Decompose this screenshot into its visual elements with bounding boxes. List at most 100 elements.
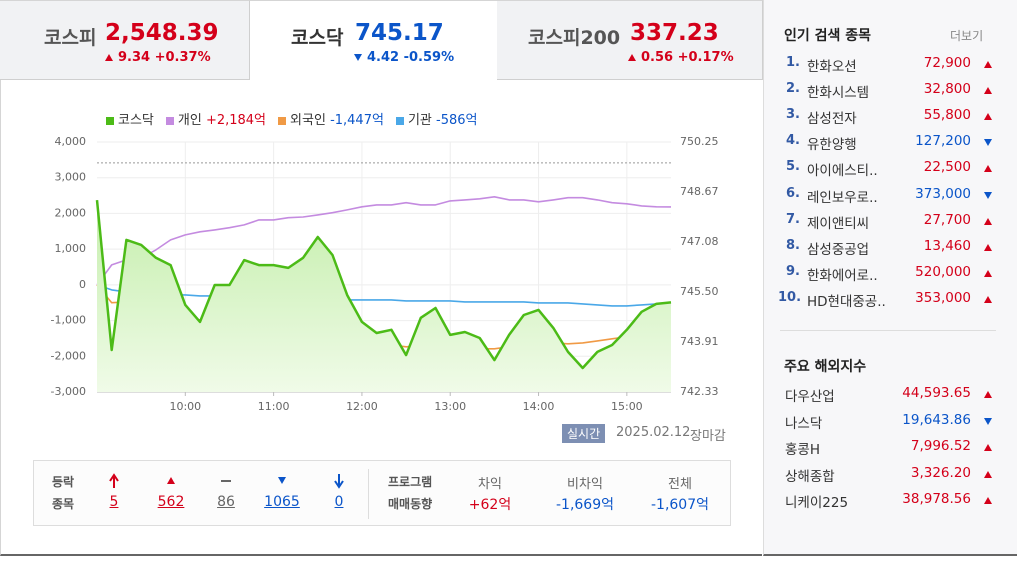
legend-swatch [165,116,174,125]
legend-value: +2,184억 [205,113,267,128]
stock-price: 32,800 [923,81,971,98]
trend-icon [354,54,362,61]
y2-tick-label: 750.25 [680,135,719,148]
separator [780,330,996,331]
legend-item[interactable]: 개인 +2,184억 [165,109,267,128]
y-tick-label: 3,000 [55,171,87,184]
index-name: 코스피200 [528,27,621,49]
index-value: 745.17 [355,20,444,46]
legend-item[interactable]: 기관 -586억 [395,109,477,128]
realtime-badge[interactable]: 실시간 [562,424,606,443]
more-link[interactable]: 더보기 [950,29,984,43]
percent: -0.59% [403,50,455,65]
breadth-count[interactable]: 86 [217,494,235,510]
program-header: 비차익 [567,477,603,492]
stock-name[interactable]: 삼성전자 [807,111,857,128]
legend-name: 개인 [177,113,202,128]
chart: -3,000 -2,000 -1,000 0 1,000 2,000 3,000 4,000 7… [51,135,719,413]
stock-name[interactable]: 한화에어로.. [807,267,878,284]
index-change: 0.56 +0.17% [628,50,734,65]
trend-icon [984,217,992,225]
index-tab[interactable]: 코스피200 337.23 0.56 +0.17% [497,0,763,80]
trend-icon [984,295,992,303]
stock-name[interactable]: 한화시스템 [807,85,870,102]
upper-limit-icon [109,473,119,488]
index-tab[interactable]: 코스닥 745.17 4.42 -0.59% [250,0,497,80]
legend-value: -1,447억 [330,113,384,128]
stock-name[interactable]: 한화오션 [807,59,857,75]
stock-name[interactable]: 제이앤티씨 [807,215,870,232]
percent: +0.37% [154,50,211,65]
index-name[interactable]: 상해종합 [785,468,835,485]
index-change: 4.42 -0.59% [354,50,454,65]
breadth-count[interactable]: 0 [334,494,344,510]
legend-item[interactable]: 코스닥 [106,109,154,128]
y2-tick-label: 743.91 [680,335,719,348]
rank: 3. [786,107,800,123]
index-panel [0,0,762,556]
breadth-box: 등락 종목 5 562 86 1065 0 프로그램 매매동향 차익 +62억 비차… [33,460,731,526]
rank: 5. [786,159,800,175]
breadth-count[interactable]: 1065 [264,494,300,510]
index-value: 7,996.52 [910,438,971,454]
index-value: 44,593.65 [902,385,971,401]
index-name[interactable]: 홍콩H [785,442,820,458]
stock-name[interactable]: 아이에스티.. [807,163,878,180]
line [96,284,672,307]
index-name[interactable]: 나스닥 [785,415,823,432]
breadth-count[interactable]: 5 [109,494,119,510]
index-change: 9.34 +0.37% [105,50,211,65]
index-tab[interactable]: 코스피 2,548.39 9.34 +0.37% [0,0,250,80]
trend-icon [984,470,992,478]
stock-name[interactable]: 레인보우로.. [807,189,878,206]
y-tick-label: 0 [79,278,86,291]
trend-icon [984,444,992,451]
popular-title: 인기 검색 종목 [784,28,872,44]
index-name[interactable]: 니케이225 [785,495,849,511]
percent: +0.17% [677,50,734,65]
change: 0.56 [641,50,674,65]
rank: 4. [786,133,800,149]
stock-name[interactable]: 삼성중공업 [807,241,870,258]
breadth-label: 등락 [52,475,75,489]
breadth-label: 종목 [52,497,75,511]
program-value: -1,669억 [555,497,614,513]
rank: 2. [786,81,800,97]
legend-name: 기관 [407,113,432,128]
trend-icon [105,54,113,61]
trend-icon [984,391,992,398]
trend-icon [984,269,992,277]
area [97,200,671,392]
stock-price: 55,800 [923,107,971,124]
legend-swatch [395,116,404,125]
trend-icon [984,113,992,121]
trend-icon [984,417,992,425]
stock-price: 520,000 [915,263,971,280]
rank: 7. [786,211,800,227]
stock-price: 127,200 [915,133,971,150]
trend-icon [984,165,992,173]
date: 2025.02.12 [616,425,691,440]
y-tick-label: -3,000 [51,385,86,398]
index-value: 337.23 [630,20,719,46]
side-panel: 인기 검색 종목 더보기 1. 한화오션 72,900 2. 한화시스템 32,800 3.… [763,0,1017,556]
rank: 1. [786,55,800,70]
legend-item[interactable]: 외국인 -1,447억 [278,109,384,128]
breadth-count[interactable]: 562 [157,494,185,510]
trend-icon [984,139,992,147]
trend-icon [984,497,992,504]
program-header: 전체 [668,477,692,492]
index-value: 3,326.20 [910,464,971,481]
stock-name[interactable]: 유한양행 [807,137,857,154]
x-tick-label: 13:00 [434,400,466,413]
index-name[interactable]: 다우산업 [785,389,835,405]
y-tick-label: -1,000 [51,314,86,327]
trend-icon [628,54,636,61]
program-value: +62억 [468,497,512,513]
x-tick-label: 11:00 [258,400,290,413]
y2-tick-label: 742.33 [680,385,719,398]
change: 4.42 [367,50,400,65]
market-state: 장마감 [690,429,726,444]
stock-name[interactable]: HD현대중공.. [807,293,886,310]
